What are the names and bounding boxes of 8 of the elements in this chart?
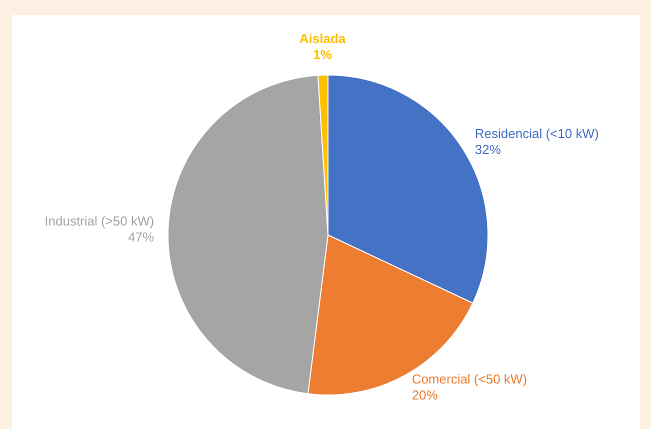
data-label: 1% — [313, 47, 332, 62]
data-label: 20% — [412, 387, 438, 402]
data-label: 32% — [474, 142, 502, 157]
data-label: 47% — [128, 230, 155, 245]
slice-label: Residencial (<10 kW) — [474, 126, 599, 141]
slice-label: Industrial (>50 kW) — [44, 214, 154, 229]
slice-label: Aislada — [299, 31, 346, 46]
slice-label: Comercial (<50 kW) — [412, 371, 528, 386]
